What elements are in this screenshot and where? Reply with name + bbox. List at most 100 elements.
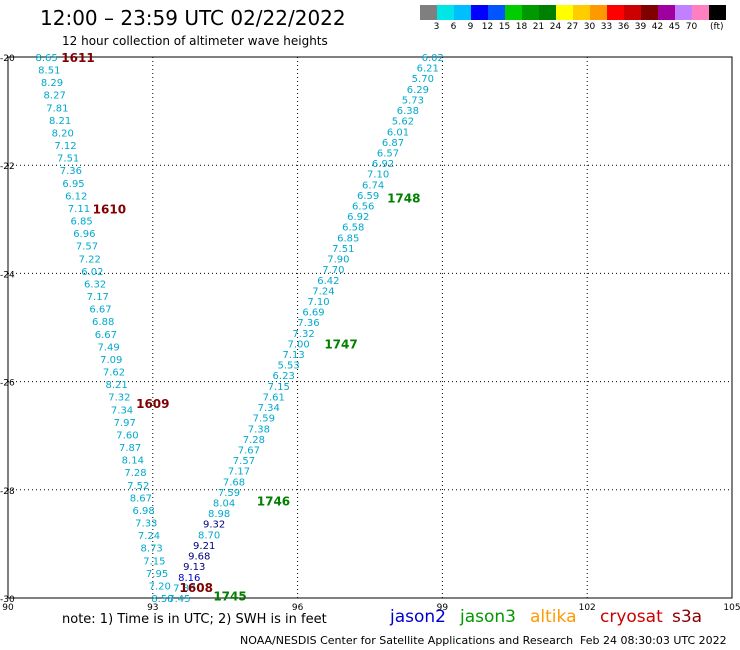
wave-height-label: 5.53 <box>278 361 300 372</box>
wave-height-label: 7.81 <box>46 103 68 114</box>
wave-height-label: 6.21 <box>417 64 439 75</box>
wave-height-label: 7.17 <box>87 292 109 303</box>
wave-height-label: 7.15 <box>268 382 290 393</box>
wave-height-label: 6.92 <box>372 159 394 170</box>
pass-time-label: 1610 <box>93 202 126 216</box>
wave-height-label: 9.13 <box>183 562 205 573</box>
wave-height-label: 7.95 <box>146 569 168 580</box>
legend-swatch <box>454 5 471 20</box>
wave-height-label: 6.29 <box>407 85 429 96</box>
pass-time-label: 1747 <box>324 338 357 352</box>
wave-height-label: 7.59 <box>218 488 240 499</box>
wave-height-label: 6.96 <box>73 229 95 240</box>
legend-unit: (ft) <box>710 22 724 32</box>
wave-height-label: 6.23 <box>273 371 295 382</box>
wave-height-label: 7.36 <box>297 318 319 329</box>
wave-height-label: 7.57 <box>76 242 98 253</box>
wave-height-label: 7.12 <box>54 141 76 152</box>
wave-height-label: 7.17 <box>228 467 250 478</box>
legend-swatch <box>590 5 607 20</box>
wave-height-label: 6.85 <box>71 217 93 228</box>
wave-height-label: 8.16 <box>178 573 200 584</box>
x-tick-label: 99 <box>437 603 449 613</box>
note-text: note: 1) Time is in UTC; 2) SWH is in fe… <box>62 612 327 627</box>
generated-timestamp: Feb 24 08:30:03 UTC 2022 <box>580 634 727 647</box>
mission-cryosat: cryosat <box>600 607 663 627</box>
wave-height-label: 6.67 <box>95 330 117 341</box>
y-tick-label: -28 <box>0 487 15 497</box>
mission-s3a: s3a <box>672 607 703 627</box>
legend-swatch <box>675 5 692 20</box>
wave-height-label: 6.58 <box>342 223 364 234</box>
wave-height-label: 7.34 <box>111 405 133 416</box>
legend-swatch <box>607 5 624 20</box>
wave-height-label: 7.00 <box>287 339 309 350</box>
wave-height-label: 8.98 <box>208 509 230 520</box>
wave-height-label: 9.32 <box>203 520 225 531</box>
legend-tick-label: 6 <box>450 22 457 32</box>
x-tick-label: 102 <box>579 603 596 613</box>
legend-swatch <box>641 5 658 20</box>
wave-height-label: 7.28 <box>243 435 265 446</box>
wave-height-label: 6.02 <box>81 267 103 278</box>
wave-height-label: 6.57 <box>377 148 399 159</box>
pass-time-label: 1608 <box>180 581 213 595</box>
wave-height-label: 5.70 <box>412 74 434 85</box>
legend-swatch <box>624 5 641 20</box>
wave-height-label: 7.15 <box>143 556 165 567</box>
legend-swatch <box>420 5 437 20</box>
wave-height-label: 8.58 <box>151 594 173 605</box>
wave-height-label: 7.61 <box>263 392 285 403</box>
wave-height-label: 5.62 <box>392 117 414 128</box>
legend-tick-label: 24 <box>549 22 562 32</box>
plot-frame <box>7 56 733 599</box>
wave-height-label: 7.10 <box>367 170 389 181</box>
wave-height-label: 7.51 <box>332 244 354 255</box>
chart-title: 12:00 – 23:59 UTC 02/22/2022 <box>40 6 346 30</box>
wave-height-label: 7.32 <box>292 329 314 340</box>
wave-height-label: 7.33 <box>135 519 157 530</box>
pass-time-label: 1609 <box>136 397 169 411</box>
y-tick-label: -24 <box>0 270 15 280</box>
wave-height-label: 7.11 <box>68 204 90 215</box>
wave-height-label: 7.90 <box>327 255 349 266</box>
x-tick-label: 96 <box>292 603 304 613</box>
wave-height-label: 8.67 <box>130 493 152 504</box>
wave-height-label: 8.04 <box>213 499 235 510</box>
wave-height-label: 7.87 <box>119 443 141 454</box>
x-tick-label: 93 <box>147 603 158 613</box>
legend-tick-label: 30 <box>583 22 596 32</box>
wave-height-label: 6.74 <box>362 180 384 191</box>
legend-swatch <box>692 5 709 20</box>
y-tick-label: -26 <box>0 379 15 389</box>
wave-height-label: 7.24 <box>138 531 160 542</box>
legend-tick-label: 12 <box>481 22 494 32</box>
wave-height-label: 6.42 <box>317 276 339 287</box>
pass-time-label: 1746 <box>257 495 290 509</box>
wave-height-label: 7.13 <box>282 350 304 361</box>
wave-height-label: 8.27 <box>44 91 66 102</box>
legend-tick-label: 27 <box>566 22 579 32</box>
pass-time-label: 1611 <box>61 51 94 65</box>
wave-height-label: 7.97 <box>114 418 136 429</box>
legend-swatch <box>709 5 726 20</box>
chart-subtitle: 12 hour collection of altimeter wave hei… <box>62 34 328 48</box>
wave-height-label: 7.62 <box>103 368 125 379</box>
mission-jason3: jason3 <box>460 607 516 627</box>
legend-tick-label: 42 <box>651 22 664 32</box>
wave-height-label: 8.70 <box>198 530 220 541</box>
wave-height-label: 9.21 <box>193 541 215 552</box>
wave-height-label: 7.51 <box>57 154 79 165</box>
wave-height-label: 7.24 <box>312 286 334 297</box>
wave-height-label: 7.70 <box>322 265 344 276</box>
legend-swatch <box>556 5 573 20</box>
wave-height-label: 6.38 <box>397 106 419 117</box>
wave-height-label: 7.88 <box>173 583 195 594</box>
legend-tick-label: 36 <box>617 22 630 32</box>
legend-tick-label: 15 <box>498 22 511 32</box>
wave-height-label: 7.57 <box>233 456 255 467</box>
wave-height-label: 7.38 <box>248 424 270 435</box>
wave-height-label: 6.95 <box>62 179 84 190</box>
color-scale-legend: 3 6 9 12 15 18 21 24 27 30 33 36 39 42 45 70 (ft) <box>420 5 726 32</box>
